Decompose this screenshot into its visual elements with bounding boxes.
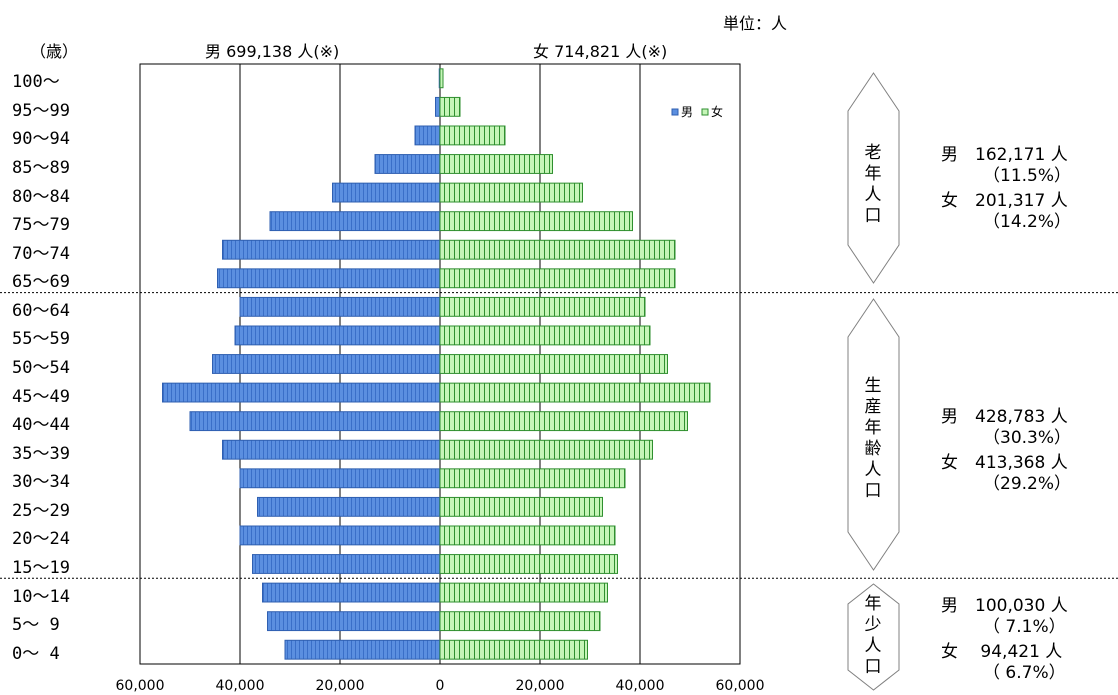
female-bar-15	[439, 239, 676, 260]
working-male-percent: （30.3%）	[983, 428, 1072, 448]
x-tick-label: 40,000	[216, 678, 265, 694]
age-label: 25～29	[12, 500, 70, 521]
male-bar-2	[267, 611, 441, 632]
elderly-female-count: 女 201,317 人	[941, 191, 1068, 211]
young-female-percent: （ 6.7%）	[983, 663, 1066, 683]
age-label: 60～64	[12, 300, 70, 321]
male-bar-17	[332, 182, 441, 203]
legend-male-swatch	[671, 108, 679, 116]
x-tick-label: 40,000	[616, 678, 665, 694]
female-bar-21	[439, 68, 444, 89]
young-male-count: 男 100,030 人	[941, 596, 1068, 616]
age-label: 80～84	[12, 186, 70, 207]
age-label: 100～	[12, 72, 60, 93]
x-tick-label: 20,000	[316, 678, 365, 694]
legend-female-label: 女	[711, 104, 723, 119]
female-bar-1	[439, 639, 588, 660]
age-label: 20～24	[12, 529, 70, 550]
working-group-shape	[847, 298, 900, 571]
age-label: 45～49	[12, 386, 70, 407]
young-group-label: 年少人口	[864, 594, 882, 677]
male-bar-7	[239, 468, 441, 489]
male-bar-3	[262, 582, 441, 603]
working-female-percent: （29.2%）	[983, 474, 1072, 494]
male-bar-8	[222, 439, 441, 460]
female-bar-2	[439, 611, 601, 632]
age-label: 95～99	[12, 100, 70, 121]
young-male-percent: （ 7.1%）	[983, 617, 1066, 637]
unit-label: 単位：人	[723, 14, 788, 33]
age-label: 50～54	[12, 358, 70, 378]
female-total-label: 女 714,821 人(※)	[533, 42, 668, 61]
elderly-group-shape	[847, 72, 900, 284]
male-total-label: 男 699,138 人(※)	[205, 42, 340, 61]
male-bar-6	[257, 496, 441, 517]
age-label: 0～ 4	[12, 643, 60, 664]
x-tick-label: 20,000	[516, 678, 565, 694]
elderly-female-percent: （14.2%）	[983, 212, 1072, 232]
female-bar-10	[439, 382, 711, 403]
age-label: 30～34	[12, 472, 70, 493]
female-bar-8	[439, 439, 653, 460]
elderly-male-percent: （11.5%）	[983, 166, 1072, 186]
elderly-group-label: 老年人口	[864, 143, 882, 226]
working-female-count: 女 413,368 人	[941, 453, 1068, 473]
working-male-count: 男 428,783 人	[941, 407, 1068, 427]
young-female-count: 女 94,421 人	[941, 642, 1063, 662]
age-axis-label: （歳）	[30, 42, 79, 61]
male-bar-9	[189, 411, 441, 432]
age-label: 10～14	[12, 586, 70, 607]
age-label: 40～44	[12, 415, 70, 436]
male-bar-19	[414, 125, 441, 146]
male-bar-10	[162, 382, 441, 403]
age-label: 85～89	[12, 158, 70, 178]
x-tick-label: 60,000	[716, 678, 765, 694]
male-bar-14	[217, 268, 441, 289]
female-bar-16	[439, 211, 633, 232]
age-label: 75～79	[12, 215, 70, 236]
young-group-shape	[847, 583, 900, 691]
female-bar-9	[439, 411, 688, 432]
female-bar-12	[439, 325, 651, 346]
legend-male-label: 男	[681, 105, 693, 119]
female-bar-20	[439, 96, 461, 117]
female-bar-11	[439, 354, 668, 374]
male-bar-4	[252, 554, 441, 574]
male-bar-13	[239, 296, 441, 317]
female-bar-14	[439, 268, 676, 289]
x-tick-label: 0	[436, 678, 445, 694]
male-bar-20	[435, 96, 441, 117]
age-label: 5～ 9	[12, 615, 60, 636]
male-bar-11	[212, 354, 441, 374]
legend-female-swatch	[701, 108, 709, 116]
male-bar-5	[239, 525, 441, 546]
female-bar-19	[439, 125, 506, 146]
female-bar-17	[439, 182, 583, 203]
age-label: 55～59	[12, 329, 70, 350]
male-bar-1	[284, 639, 441, 660]
female-bar-4	[439, 554, 618, 574]
working-group-label: 生産年齢人口	[864, 376, 882, 501]
elderly-male-count: 男 162,171 人	[941, 145, 1068, 165]
age-label: 15～19	[12, 558, 70, 578]
male-bar-12	[234, 325, 441, 346]
male-bar-16	[269, 211, 441, 232]
age-label: 70～74	[12, 243, 70, 264]
female-bar-6	[439, 496, 603, 517]
age-label: 65～69	[12, 272, 70, 293]
female-bar-18	[439, 154, 553, 174]
age-label: 90～94	[12, 129, 70, 150]
age-label: 35～39	[12, 443, 70, 464]
female-bar-13	[439, 296, 646, 317]
male-bar-18	[374, 154, 441, 174]
male-bar-15	[222, 239, 441, 260]
x-tick-label: 60,000	[116, 678, 165, 694]
female-bar-5	[439, 525, 616, 546]
female-bar-3	[439, 582, 608, 603]
female-bar-7	[439, 468, 626, 489]
